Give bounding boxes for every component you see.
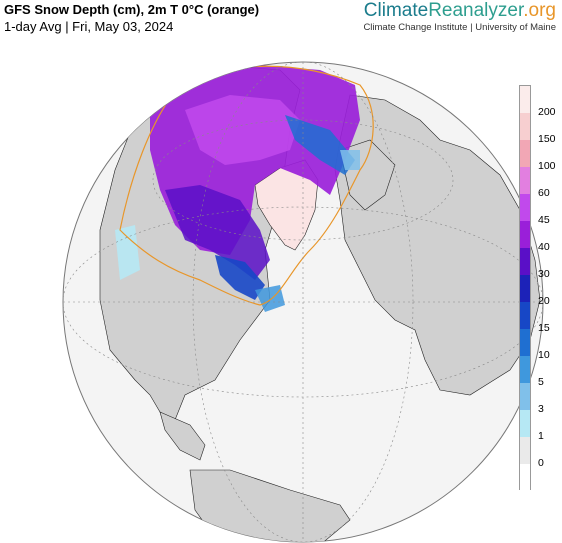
colorbar-segment (520, 356, 530, 384)
colorbar-segment (520, 140, 530, 168)
colorbar-segment (520, 437, 530, 465)
snow-depth-quebec (255, 285, 285, 312)
colorbar-segment (520, 464, 530, 492)
colorbar-tick-label: 15 (538, 322, 550, 334)
brand-logo[interactable]: ClimateReanalyzer.org (363, 0, 556, 21)
colorbar-segment (520, 221, 530, 249)
colorbar-labels: 200 150 100 60 45 40 30 20 15 10 5 3 1 0 (538, 85, 562, 490)
colorbar-segment (520, 113, 530, 141)
colorbar-segment (520, 275, 530, 303)
colorbar-tick-label: 1 (538, 430, 544, 442)
snow-depth-siberia (285, 115, 355, 175)
colorbar (519, 85, 531, 492)
colorbar-tick-label: 60 (538, 187, 550, 199)
colorbar-segment (520, 302, 530, 330)
colorbar-tick-label: 100 (538, 160, 556, 172)
central-america-landmass (159, 411, 206, 461)
snow-depth-scandinavia (340, 150, 360, 170)
colorbar-segment (520, 383, 530, 411)
colorbar-tick-label: 200 (538, 106, 556, 118)
map-subtitle: 1-day Avg | Fri, May 03, 2024 (4, 19, 174, 34)
snow-depth-rockies (115, 225, 140, 280)
colorbar-tick-label: 30 (538, 268, 550, 280)
snow-depth-arctic-core (185, 95, 300, 165)
snow-depth-canada (165, 185, 270, 280)
graticule (63, 62, 543, 542)
colorbar-segment (520, 410, 530, 438)
colorbar-tick-label: 0 (538, 457, 544, 469)
colorbar-tick-label: 10 (538, 349, 550, 361)
colorbar-tick-label: 150 (538, 133, 556, 145)
map-title: GFS Snow Depth (cm), 2m T 0°C (orange) (4, 2, 260, 17)
colorbar-tick-label: 3 (538, 403, 544, 415)
colorbar-segment (520, 86, 530, 114)
colorbar-segment (520, 248, 530, 276)
colorbar-segment (520, 329, 530, 357)
colorbar-segment (520, 167, 530, 195)
colorbar-tick-label: 5 (538, 376, 544, 388)
brand-affiliation: Climate Change Institute | University of… (363, 22, 556, 33)
colorbar-segment (520, 194, 530, 222)
snow-depth-hudson (215, 255, 265, 300)
colorbar-tick-label: 20 (538, 295, 550, 307)
colorbar-tick-label: 40 (538, 241, 550, 253)
colorbar-tick-label: 45 (538, 214, 550, 226)
